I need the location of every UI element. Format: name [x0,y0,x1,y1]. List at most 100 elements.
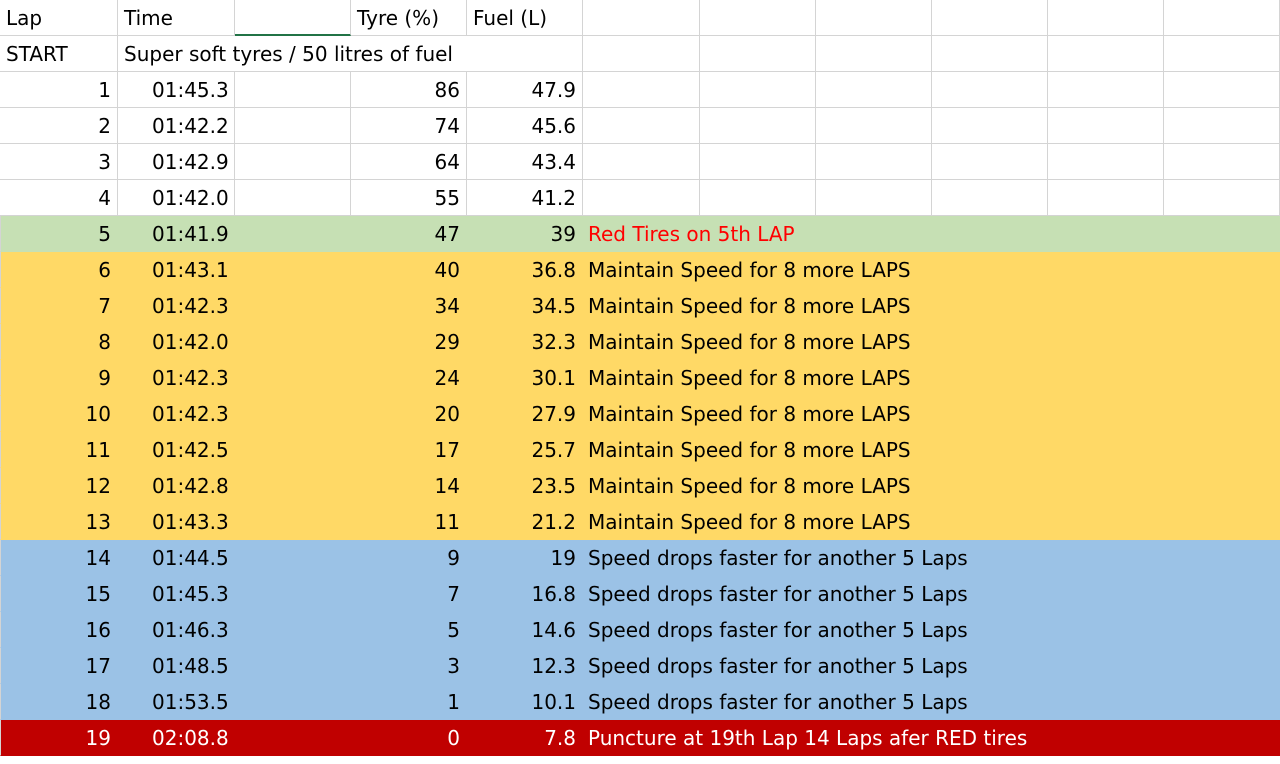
lap-number[interactable]: 9 [0,360,118,396]
tyre-percent[interactable]: 29 [434,330,460,354]
empty-cell[interactable] [235,648,351,684]
lap-number[interactable]: 16 [0,612,118,648]
lap-time[interactable]: 01:43.1 [152,258,229,282]
empty-cell[interactable] [235,324,351,360]
fuel-litres[interactable]: 32.3 [531,330,576,354]
empty-cell[interactable] [1048,36,1164,72]
lap-time[interactable]: 01:42.2 [118,108,235,144]
empty-cell[interactable] [1164,180,1280,216]
lap-time[interactable]: 01:53.5 [152,690,229,714]
lap-number[interactable]: 18 [0,684,118,720]
lap-time[interactable]: 01:42.5 [152,438,229,462]
empty-cell[interactable] [235,180,351,216]
empty-cell[interactable] [235,144,351,180]
empty-cell[interactable] [235,576,351,612]
empty-cell[interactable] [235,504,351,540]
empty-cell[interactable] [1048,108,1164,144]
empty-cell[interactable] [235,684,351,720]
tyre-percent[interactable]: 20 [434,402,460,426]
empty-cell[interactable] [235,540,351,576]
empty-cell[interactable] [235,252,351,288]
empty-cell[interactable] [467,36,583,72]
fuel-litres[interactable]: 43.4 [467,144,583,180]
lap-number[interactable]: 1 [0,72,118,108]
tyre-percent[interactable]: 5 [447,618,460,642]
empty-cell[interactable] [235,396,351,432]
fuel-litres[interactable]: 30.1 [531,366,576,390]
empty-cell[interactable] [816,180,932,216]
lap-number[interactable]: 15 [0,576,118,612]
empty-cell[interactable] [700,180,816,216]
empty-cell[interactable] [932,144,1048,180]
empty-cell[interactable] [235,360,351,396]
empty-cell[interactable] [583,144,700,180]
empty-cell[interactable] [700,144,816,180]
empty-cell[interactable] [1164,0,1280,36]
lap-time[interactable]: 01:42.3 [152,294,229,318]
tyre-percent[interactable]: 24 [434,366,460,390]
empty-cell[interactable] [1048,72,1164,108]
empty-cell[interactable] [583,108,700,144]
empty-cell[interactable] [235,468,351,504]
tyre-percent[interactable]: 55 [351,180,467,216]
tyre-percent[interactable]: 1 [447,690,460,714]
empty-cell[interactable] [932,72,1048,108]
lap-number[interactable]: 6 [0,252,118,288]
lap-number[interactable]: 14 [0,540,118,576]
lap-note[interactable]: Red Tires on 5th LAP [588,222,795,246]
lap-time[interactable]: 01:42.8 [152,474,229,498]
lap-time[interactable]: 01:46.3 [152,618,229,642]
header-fuel[interactable]: Fuel (L) [467,0,583,36]
lap-number[interactable]: 17 [0,648,118,684]
fuel-litres[interactable]: 34.5 [531,294,576,318]
lap-number[interactable]: 8 [0,324,118,360]
empty-cell-selected[interactable] [235,0,351,36]
lap-number[interactable]: 4 [0,180,118,216]
tyre-percent[interactable]: 3 [447,654,460,678]
lap-time[interactable]: 01:43.3 [152,510,229,534]
empty-cell[interactable] [1048,180,1164,216]
tyre-percent[interactable]: 47 [434,222,460,246]
lap-time[interactable]: 01:42.9 [118,144,235,180]
empty-cell[interactable] [816,108,932,144]
header-time[interactable]: Time [118,0,235,36]
fuel-litres[interactable]: 39 [550,222,576,246]
lap-note[interactable]: Maintain Speed for 8 more LAPS [588,510,911,534]
lap-note[interactable]: Speed drops faster for another 5 Laps [588,618,968,642]
lap-note[interactable]: Maintain Speed for 8 more LAPS [588,438,911,462]
empty-cell[interactable] [235,288,351,324]
tyre-percent[interactable]: 17 [434,438,460,462]
tyre-percent[interactable]: 7 [447,582,460,606]
lap-note[interactable]: Maintain Speed for 8 more LAPS [588,474,911,498]
empty-cell[interactable] [235,720,351,756]
empty-cell[interactable] [583,0,700,36]
fuel-litres[interactable]: 7.8 [544,726,576,750]
tyre-percent[interactable]: 0 [447,726,460,750]
lap-number[interactable]: 12 [0,468,118,504]
empty-cell[interactable] [583,36,700,72]
lap-number[interactable]: 7 [0,288,118,324]
empty-cell[interactable] [700,36,816,72]
tyre-percent[interactable]: 74 [351,108,467,144]
fuel-litres[interactable]: 19 [550,546,576,570]
lap-note[interactable]: Speed drops faster for another 5 Laps [588,654,968,678]
start-note[interactable]: Super soft tyres / 50 litres of fuel [118,36,453,72]
tyre-percent[interactable]: 14 [434,474,460,498]
lap-time[interactable]: 01:42.3 [152,402,229,426]
empty-cell[interactable] [816,0,932,36]
lap-number[interactable]: 10 [0,396,118,432]
empty-cell[interactable] [1164,72,1280,108]
empty-cell[interactable] [700,0,816,36]
fuel-litres[interactable]: 25.7 [531,438,576,462]
empty-cell[interactable] [351,36,467,72]
tyre-percent[interactable]: 86 [351,72,467,108]
empty-cell[interactable] [583,72,700,108]
lap-time[interactable]: 01:42.3 [152,366,229,390]
lap-note[interactable]: Speed drops faster for another 5 Laps [588,582,968,606]
lap-number[interactable]: 2 [0,108,118,144]
lap-time[interactable]: 01:45.3 [152,582,229,606]
header-lap[interactable]: Lap [0,0,118,36]
lap-note[interactable]: Maintain Speed for 8 more LAPS [588,366,911,390]
empty-cell[interactable] [1164,36,1280,72]
empty-cell[interactable] [1048,0,1164,36]
